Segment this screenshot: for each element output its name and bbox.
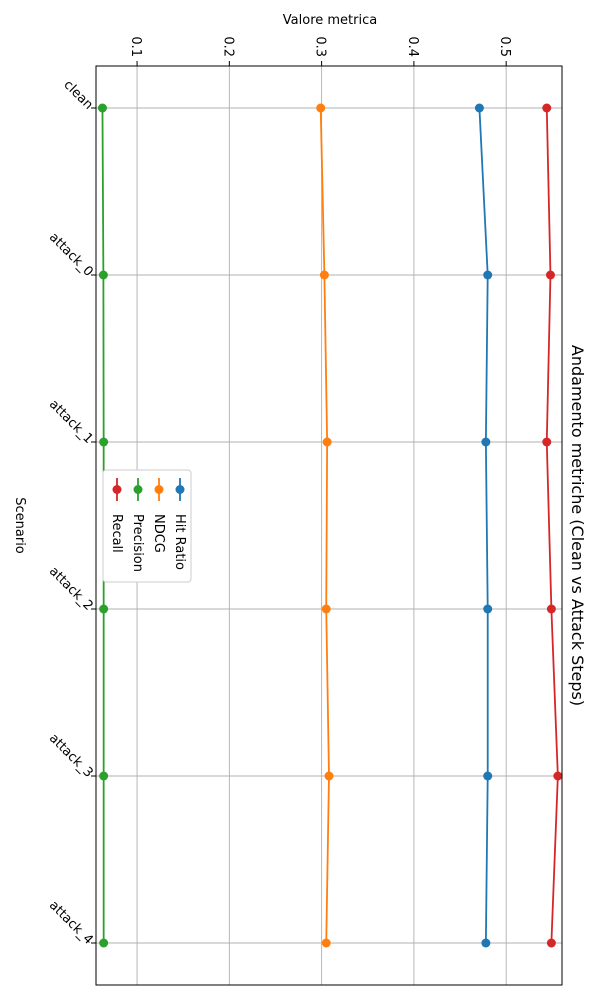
data-point <box>481 938 491 948</box>
x-axis-label: Scenario <box>12 497 27 554</box>
value-tick-label: 0.3 <box>313 36 328 57</box>
series-recall <box>542 103 563 948</box>
legend-label: Precision <box>130 514 145 572</box>
data-point <box>321 604 331 614</box>
data-point <box>483 604 493 614</box>
data-point <box>545 270 555 280</box>
category-tick-label: clean <box>60 77 95 112</box>
category-tick-label: attack_4 <box>46 898 96 948</box>
data-point <box>322 437 332 447</box>
category-tick-label: attack_3 <box>46 731 96 781</box>
legend-label: NDCG <box>151 514 166 553</box>
value-tick-label: 0.2 <box>220 36 235 57</box>
data-point <box>546 604 556 614</box>
data-point <box>483 771 493 781</box>
data-point <box>98 270 108 280</box>
legend-label: Hit Ratio <box>172 514 187 570</box>
data-point <box>99 604 109 614</box>
data-point <box>542 437 552 447</box>
legend-label: Recall <box>109 514 124 553</box>
category-tick-label: attack_1 <box>46 397 96 447</box>
data-point <box>99 437 109 447</box>
data-point <box>319 270 329 280</box>
series-line <box>319 107 330 944</box>
legend-marker <box>133 485 143 494</box>
series-line <box>545 107 559 944</box>
legend-marker <box>154 485 164 494</box>
data-point <box>321 938 331 948</box>
y-axis-label: Valore metrica <box>283 13 377 28</box>
data-point <box>474 103 484 113</box>
chart-title: Andamento metriche (Clean vs Attack Step… <box>568 345 587 706</box>
data-point <box>542 103 552 113</box>
value-tick-label: 0.1 <box>128 36 143 57</box>
legend-marker <box>112 485 122 494</box>
axis-ticks <box>91 61 507 944</box>
value-tick-label: 0.5 <box>497 36 512 57</box>
data-point <box>546 938 556 948</box>
data-point <box>324 771 334 781</box>
data-point <box>99 771 109 781</box>
plot-frame <box>95 65 563 986</box>
data-point <box>97 103 107 113</box>
category-tick-label: attack_2 <box>46 564 96 614</box>
value-tick-label: 0.4 <box>405 36 420 57</box>
data-point <box>99 938 109 948</box>
legend-box <box>102 469 192 583</box>
data-point <box>481 437 491 447</box>
data-point <box>483 270 493 280</box>
legend: Hit Ratio NDCG Precision Recall <box>102 469 192 583</box>
legend-marker <box>175 485 185 494</box>
series-ndcg <box>316 103 334 948</box>
series-hit-ratio <box>474 103 493 948</box>
series-line <box>478 107 489 944</box>
data-point <box>316 103 326 113</box>
data-point <box>553 771 563 781</box>
category-tick-label: attack_0 <box>46 230 96 280</box>
